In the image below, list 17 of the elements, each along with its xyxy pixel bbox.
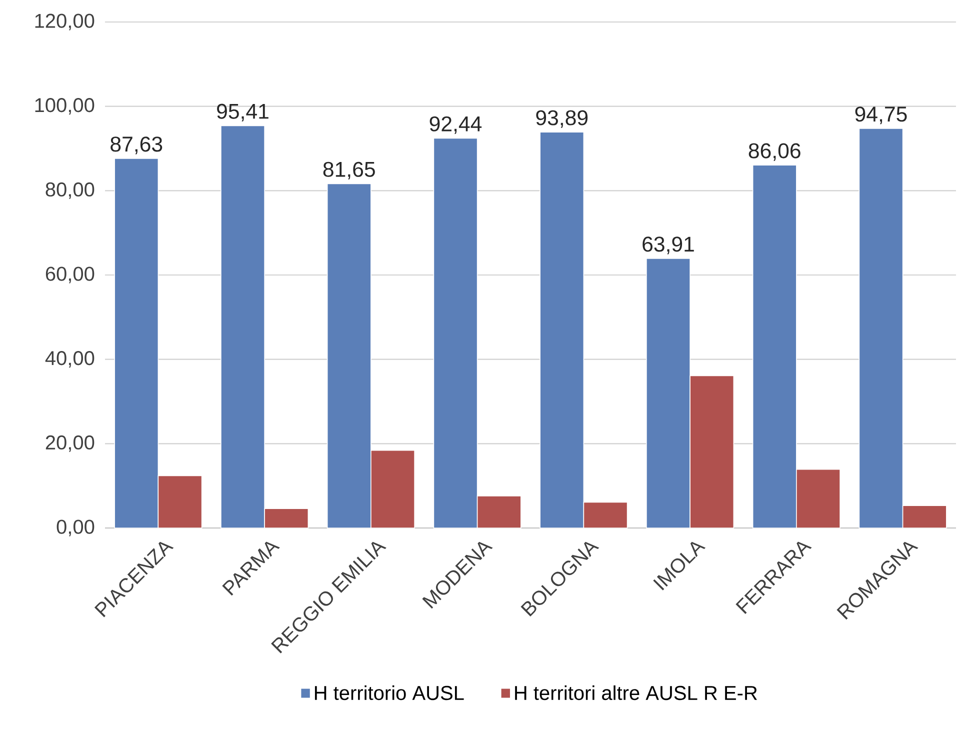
legend-label: H territorio AUSL: [314, 685, 464, 700]
data-label: 92,44: [430, 116, 482, 134]
y-tick-label: 40,00: [45, 351, 94, 368]
y-tick-label: 60,00: [46, 266, 94, 284]
y-tick-label: 80,00: [46, 182, 94, 199]
data-label: 93,89: [536, 110, 588, 128]
y-tick-label: 100,00: [35, 98, 94, 115]
data-label: 81,65: [323, 162, 375, 180]
data-label: 86,06: [748, 143, 800, 161]
legend-label: H territori altre AUSL R E-R: [515, 685, 757, 700]
y-tick-label: 20,00: [46, 435, 94, 452]
y-tick-label: 0,00: [56, 520, 94, 536]
data-label: 63,91: [642, 236, 694, 254]
y-tick-label: 120,00: [35, 14, 94, 30]
data-label: 87,63: [110, 136, 162, 154]
data-label: 94,75: [855, 106, 907, 124]
data-label: 95,41: [217, 104, 268, 122]
